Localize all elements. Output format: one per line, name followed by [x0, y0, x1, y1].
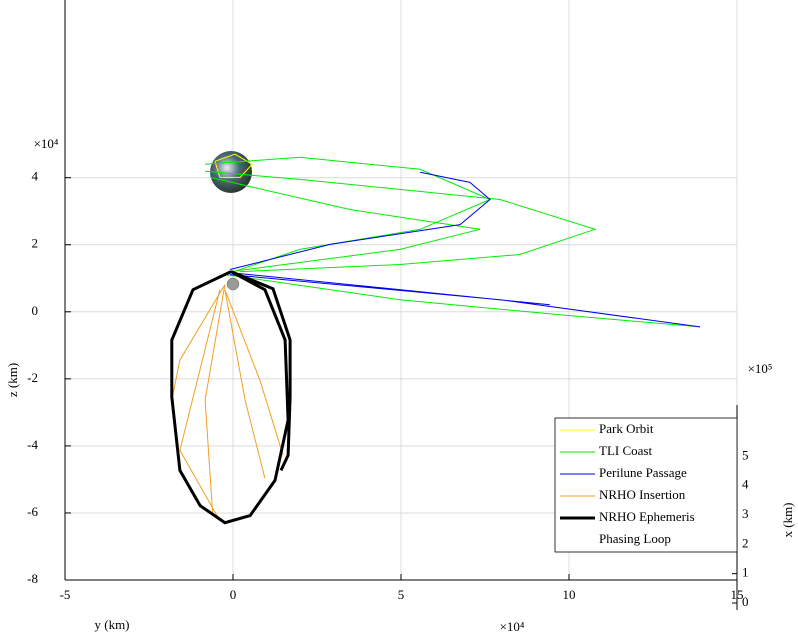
legend-label: Park Orbit [599, 421, 654, 436]
z-tick-label: 1 [742, 565, 749, 580]
x-tick-label: -5 [60, 587, 71, 602]
y-tick-label: 0 [32, 303, 39, 318]
x-tick-label: 5 [398, 587, 405, 602]
legend: Park Orbit TLI Coast Perilune Passage NRHO … [555, 418, 737, 552]
x-axis-label: y (km) [94, 617, 129, 632]
x-tick-label: 10 [563, 587, 576, 602]
y-tick-label: 4 [32, 169, 39, 184]
z-tick-label: 3 [742, 506, 749, 521]
y-axis-label: z (km) [5, 363, 20, 397]
z-tick-label: 0 [742, 594, 749, 609]
z-tick-label: 4 [742, 477, 749, 492]
legend-label: TLI Coast [599, 443, 652, 458]
z-exponent: ×10⁵ [748, 361, 773, 376]
legend-label: Perilune Passage [599, 465, 687, 480]
z-tick-label: 2 [742, 535, 749, 550]
legend-label: NRHO Insertion [599, 487, 686, 502]
y-tick-label: -6 [27, 504, 38, 519]
legend-label: NRHO Ephemeris [599, 509, 695, 524]
x-exponent: ×10⁴ [500, 619, 525, 634]
z-axis-label: x (km) [780, 502, 795, 537]
y-tick-label: -2 [27, 370, 38, 385]
y-exponent: ×10⁴ [34, 136, 59, 151]
moon-image [227, 278, 239, 290]
chart: -5051015-8-6-4-2024012345 y (km) z (km) … [0, 0, 798, 638]
y-tick-label: 2 [32, 236, 39, 251]
z-tick-label: 5 [742, 447, 749, 462]
y-tick-label: -4 [27, 437, 38, 452]
legend-label: Phasing Loop [599, 531, 671, 546]
y-tick-label: -8 [27, 571, 38, 586]
x-tick-label: 0 [230, 587, 237, 602]
